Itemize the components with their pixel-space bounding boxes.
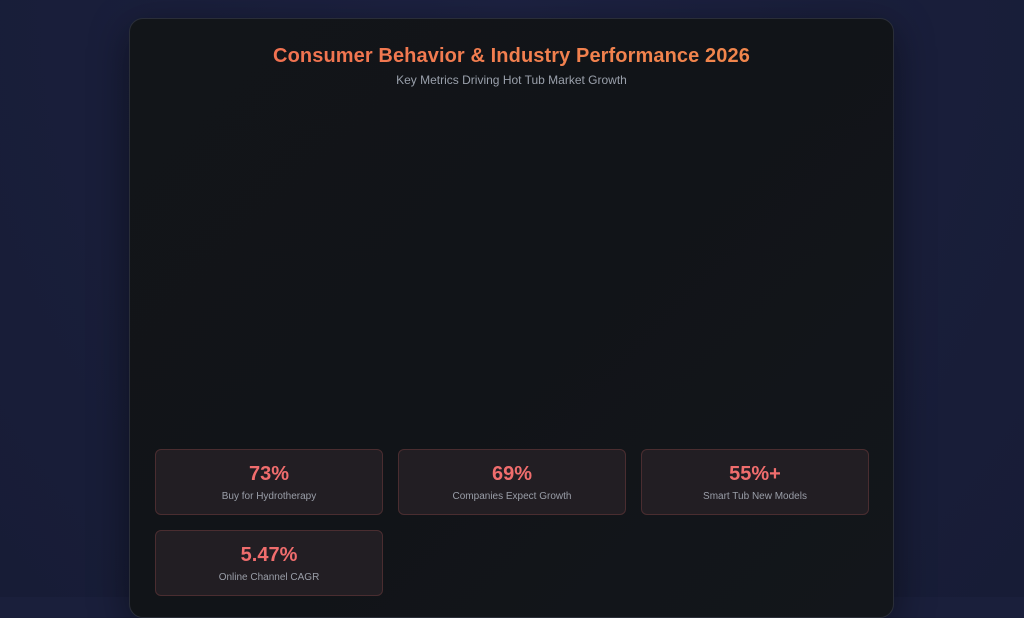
stat-card-hydrotherapy: 73% Buy for Hydrotherapy: [155, 449, 383, 515]
chart-area: [154, 101, 869, 441]
stat-label: Online Channel CAGR: [218, 572, 320, 583]
stat-value: 5.47%: [240, 544, 298, 566]
dashboard-card: Consumer Behavior & Industry Performance…: [129, 18, 894, 618]
stat-label: Buy for Hydrotherapy: [221, 491, 317, 502]
stat-card-smart-tub: 55%+ Smart Tub New Models: [641, 449, 869, 515]
stat-label: Smart Tub New Models: [703, 491, 807, 502]
stat-label: Companies Expect Growth: [452, 491, 572, 502]
stat-value: 69%: [491, 463, 533, 485]
stat-card-growth: 69% Companies Expect Growth: [398, 449, 626, 515]
page-subtitle: Key Metrics Driving Hot Tub Market Growt…: [396, 73, 627, 87]
stat-card-online-cagr: 5.47% Online Channel CAGR: [155, 530, 383, 596]
stat-value: 73%: [248, 463, 290, 485]
stat-value: 55%+: [729, 463, 781, 485]
page-title: Consumer Behavior & Industry Performance…: [130, 45, 893, 68]
